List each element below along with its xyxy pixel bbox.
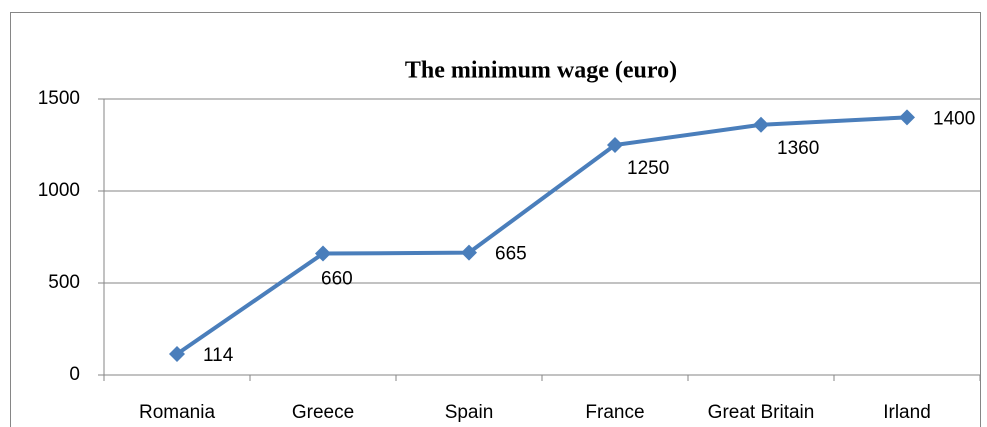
data-label: 1400 xyxy=(933,108,975,129)
x-tick-label: Irland xyxy=(883,402,931,423)
data-point xyxy=(461,244,477,261)
data-point xyxy=(169,346,185,363)
data-label: 665 xyxy=(495,244,527,265)
data-point xyxy=(899,109,915,126)
data-point xyxy=(315,245,331,262)
data-label: 660 xyxy=(321,269,353,290)
chart-title: The minimum wage (euro) xyxy=(405,58,677,84)
data-line xyxy=(175,115,908,356)
x-tick-label: Great Britain xyxy=(708,402,815,423)
data-point xyxy=(607,137,623,153)
x-tick-label: Greece xyxy=(292,402,354,423)
data-label: 1360 xyxy=(777,138,819,159)
y-tick-label: 1500 xyxy=(38,88,80,109)
y-tick-label: 0 xyxy=(69,364,80,385)
x-tick-label: France xyxy=(585,402,644,423)
x-tick-label: Romania xyxy=(139,402,215,423)
y-tick-label: 500 xyxy=(48,272,80,293)
data-point xyxy=(753,116,769,133)
data-label: 1250 xyxy=(627,158,669,179)
chart-border xyxy=(10,12,981,427)
data-label: 114 xyxy=(203,345,234,366)
x-tick-label: Spain xyxy=(445,402,494,423)
y-tick-label: 1000 xyxy=(38,180,80,201)
